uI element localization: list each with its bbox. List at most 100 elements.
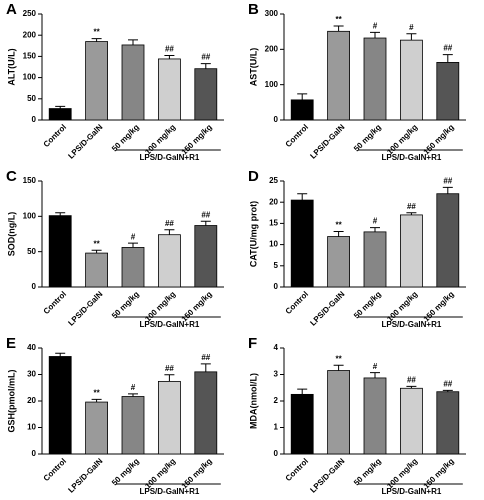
x-tick-label: 100 mg/kg xyxy=(385,456,419,490)
error-bar xyxy=(442,54,453,63)
bar xyxy=(48,215,72,288)
y-axis-label: CAT(U/mg prot) xyxy=(248,201,258,267)
significance-label: ** xyxy=(93,389,100,398)
x-tick-label: 100 mg/kg xyxy=(385,289,419,323)
y-tick-label: 150 xyxy=(23,52,37,61)
x-tick-label: Control xyxy=(42,290,68,316)
error-bar xyxy=(164,374,175,382)
group-label: LPS/D-GalN+R1 xyxy=(140,487,200,496)
y-tick-label: 4 xyxy=(274,343,279,352)
y-axis-label: ALT(U/L) xyxy=(6,48,16,85)
bar xyxy=(436,391,460,455)
x-tick-label: 50 mg/kg xyxy=(352,289,383,320)
bar xyxy=(194,371,218,455)
error-bar xyxy=(406,33,417,41)
group-label: LPS/D-GalN+R1 xyxy=(140,320,200,329)
significance-label: ## xyxy=(443,44,452,53)
significance-label: ** xyxy=(335,15,342,24)
y-tick-label: 5 xyxy=(274,261,279,270)
x-tick-label: 50 mg/kg xyxy=(110,289,141,320)
significance-label: # xyxy=(373,362,378,371)
group-label: LPS/D-GalN+R1 xyxy=(382,153,442,162)
bar xyxy=(85,41,108,121)
y-tick-label: 40 xyxy=(27,343,36,352)
error-bar xyxy=(333,364,344,371)
bar xyxy=(436,193,460,288)
error-bar xyxy=(164,229,175,235)
x-tick-label: Control xyxy=(42,457,68,483)
y-tick-label: 0 xyxy=(274,115,279,124)
y-tick-label: 20 xyxy=(27,396,36,405)
y-tick-label: 10 xyxy=(269,240,278,249)
x-tick-label: Control xyxy=(42,123,68,149)
y-tick-label: 50 xyxy=(27,94,36,103)
x-tick-label: LPS/D-GalN xyxy=(308,122,346,160)
bar xyxy=(363,377,387,455)
error-bar xyxy=(442,389,453,392)
panel-label: C xyxy=(6,168,17,185)
significance-label: # xyxy=(409,23,414,32)
error-bar xyxy=(91,249,102,254)
x-tick-label: 100 mg/kg xyxy=(143,289,177,323)
bar xyxy=(121,396,145,455)
error-bar xyxy=(406,385,417,389)
x-tick-label: 100 mg/kg xyxy=(385,122,419,156)
error-bar xyxy=(370,227,380,232)
y-tick-label: 300 xyxy=(265,9,279,18)
x-tick-label: Control xyxy=(284,123,310,149)
x-tick-label: 50 mg/kg xyxy=(110,122,141,153)
x-tick-label: 150 mg/kg xyxy=(422,456,456,490)
y-tick-label: 50 xyxy=(27,247,36,256)
x-tick-label: Control xyxy=(284,290,310,316)
y-tick-label: 0 xyxy=(32,282,37,291)
x-tick-label: 100 mg/kg xyxy=(143,456,177,490)
significance-label: ## xyxy=(201,353,210,362)
x-tick-label: 150 mg/kg xyxy=(422,122,456,156)
x-tick-label: 100 mg/kg xyxy=(143,122,177,156)
bar xyxy=(399,387,423,455)
y-tick-label: 2 xyxy=(274,396,279,405)
x-tick-label: 150 mg/kg xyxy=(180,289,214,323)
y-tick-label: 20 xyxy=(269,197,278,206)
y-axis-label: GSH(pmol/mL) xyxy=(6,370,16,433)
y-tick-label: 15 xyxy=(269,219,278,228)
bar xyxy=(327,370,351,455)
bar xyxy=(121,44,145,121)
y-tick-label: 3 xyxy=(274,370,279,379)
x-tick-label: LPS/D-GalN xyxy=(308,289,346,327)
error-bar xyxy=(370,372,380,378)
significance-label: # xyxy=(373,21,378,30)
error-bar xyxy=(333,230,344,237)
x-tick-label: 50 mg/kg xyxy=(110,456,141,487)
bar xyxy=(327,236,351,288)
panel-label: D xyxy=(248,168,259,185)
significance-label: ** xyxy=(93,28,100,37)
panel-label: E xyxy=(6,335,16,352)
error-bar xyxy=(200,220,211,226)
bar xyxy=(399,39,423,121)
error-bar xyxy=(55,105,66,109)
significance-label: ## xyxy=(201,210,210,219)
x-tick-label: 150 mg/kg xyxy=(180,122,214,156)
y-axis-label: MDA(nmol/L) xyxy=(248,373,258,429)
significance-label: ## xyxy=(443,176,452,185)
y-tick-label: 1 xyxy=(274,423,279,432)
bar xyxy=(157,58,181,121)
group-label: LPS/D-GalN+R1 xyxy=(382,487,442,496)
bar xyxy=(194,68,218,121)
error-bar xyxy=(128,242,138,248)
error-bar xyxy=(128,393,138,397)
bar xyxy=(327,30,351,121)
x-tick-label: Control xyxy=(284,457,310,483)
significance-label: ** xyxy=(335,354,342,363)
error-bar xyxy=(442,186,453,194)
bar xyxy=(85,401,108,455)
y-tick-label: 0 xyxy=(32,449,37,458)
x-tick-label: LPS/D-GalN xyxy=(66,456,104,494)
y-tick-label: 250 xyxy=(23,9,37,18)
x-tick-label: 50 mg/kg xyxy=(352,456,383,487)
y-tick-label: 25 xyxy=(269,176,278,185)
group-label: LPS/D-GalN+R1 xyxy=(140,153,200,162)
y-tick-label: 0 xyxy=(274,282,279,291)
x-tick-label: 50 mg/kg xyxy=(352,122,383,153)
